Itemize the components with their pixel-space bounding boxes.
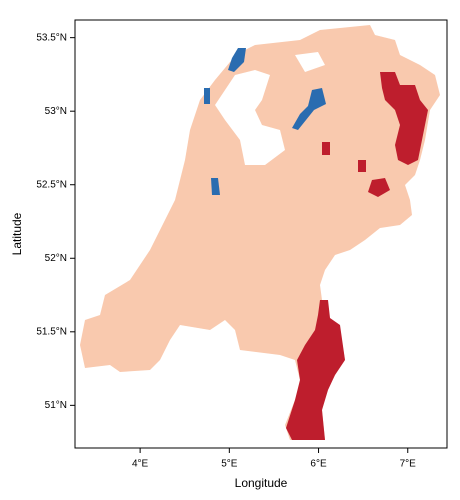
high-region	[358, 160, 366, 172]
y-tick-label: 53.5°N	[36, 32, 67, 43]
low-region	[204, 88, 210, 104]
y-tick-label: 53°N	[45, 106, 67, 117]
y-tick-label: 52.5°N	[36, 179, 67, 190]
high-region	[322, 142, 330, 155]
x-tick-label: 6°E	[310, 459, 327, 470]
high-region	[380, 72, 428, 165]
high-region	[286, 300, 345, 440]
x-tick-label: 5°E	[221, 459, 238, 470]
y-tick-label: 51.5°N	[36, 326, 67, 337]
y-axis-title: Latitude	[10, 212, 24, 255]
water-region	[295, 52, 325, 72]
y-tick-label: 52°N	[45, 253, 67, 264]
plot-frame	[74, 19, 448, 449]
x-axis-title: Longitude	[235, 476, 288, 490]
water-region	[215, 70, 285, 165]
low-region	[211, 178, 220, 195]
x-tick-label: 7°E	[400, 459, 417, 470]
y-tick-label: 51°N	[45, 400, 67, 411]
low-region	[228, 48, 246, 72]
map-land	[80, 25, 440, 440]
low-region	[292, 88, 326, 130]
x-tick-label: 4°E	[132, 459, 149, 470]
high-region	[368, 178, 390, 197]
land-region	[80, 25, 440, 440]
